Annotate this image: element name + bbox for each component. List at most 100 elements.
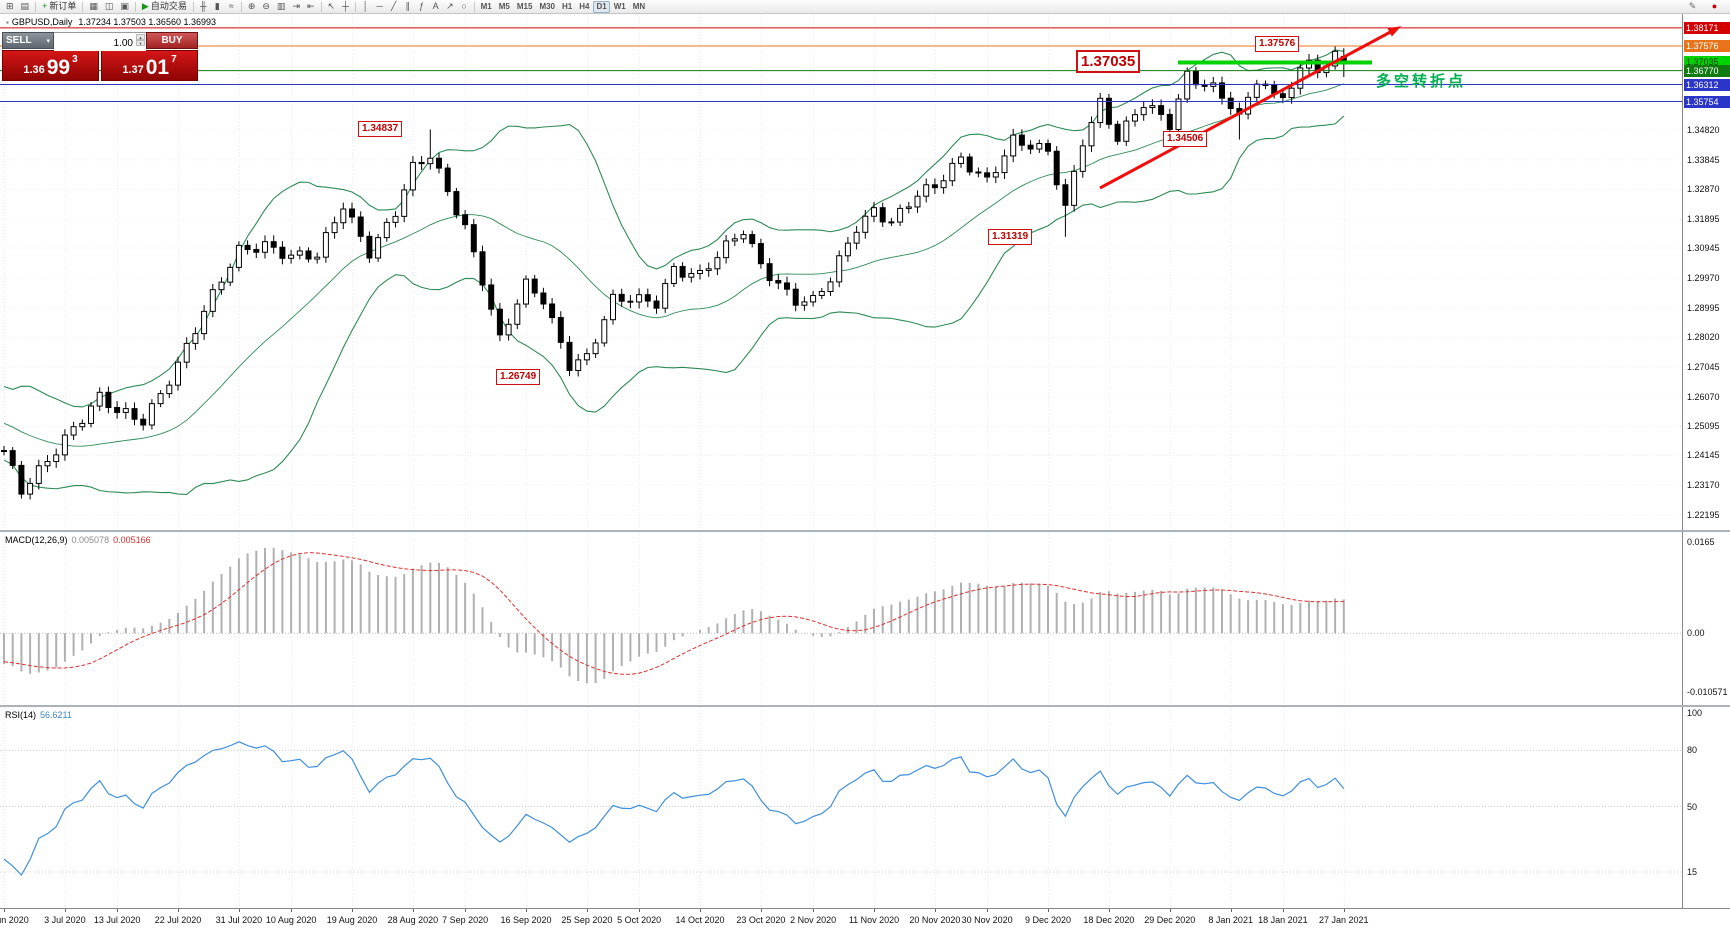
data-window-button[interactable]: ◫ bbox=[102, 1, 117, 13]
date-label: 24 Jun 2020 bbox=[0, 915, 29, 925]
navigator-button[interactable]: ▣ bbox=[117, 1, 132, 13]
chart-candles-button[interactable]: ▮ bbox=[211, 1, 224, 13]
date-tick bbox=[465, 909, 467, 912]
market-watch-icon: ▦ bbox=[89, 1, 98, 11]
chart-title: ▪ GBPUSD,Daily 1.37234 1.37503 1.36560 1.3… bbox=[6, 17, 216, 27]
zoom-in-icon: ⊕ bbox=[247, 1, 256, 11]
profiles-button[interactable]: ▤ bbox=[18, 1, 33, 13]
price-tag-1.37576: 1.37576 bbox=[1684, 39, 1730, 52]
price-annotation-1.37576[interactable]: 1.37576 bbox=[1255, 36, 1300, 52]
zoom-in-button[interactable]: ⊕ bbox=[245, 1, 259, 13]
fibonacci-icon: ƒ bbox=[419, 1, 425, 11]
trendline-button[interactable]: ╱ bbox=[387, 1, 400, 13]
crosshair-button[interactable]: ┼ bbox=[339, 1, 352, 13]
shapes-tool-button[interactable]: ○ bbox=[458, 1, 471, 13]
timeframe-d1-button[interactable]: D1 bbox=[593, 0, 610, 13]
price-annotation-1.37035[interactable]: 1.37035 bbox=[1076, 50, 1141, 73]
date-axis[interactable]: 24 Jun 2020 3 Jul 2020 13 Jul 2020 22 Jul 2… bbox=[0, 908, 1730, 935]
price-tag-1.35754: 1.35754 bbox=[1684, 95, 1730, 108]
price-annotation-1.34506[interactable]: 1.34506 bbox=[1163, 131, 1208, 147]
chevron-down-icon[interactable]: ▾ bbox=[46, 37, 50, 45]
sell-button[interactable]: SELL ▾ bbox=[2, 32, 54, 49]
buy-price-button[interactable]: 1.37 01 7 bbox=[101, 50, 198, 81]
macd-axis-tick: 0.0165 bbox=[1687, 536, 1715, 547]
zoom-out-button[interactable]: ⊖ bbox=[259, 1, 273, 13]
timeframe-m30-button[interactable]: M30 bbox=[536, 1, 558, 13]
date-label: 30 Nov 2020 bbox=[961, 915, 1013, 925]
date-tick bbox=[352, 909, 353, 912]
date-tick bbox=[4, 909, 5, 912]
panel-splitter[interactable] bbox=[0, 530, 1730, 532]
market-watch-button[interactable]: ▦ bbox=[86, 1, 101, 13]
panel-splitter[interactable] bbox=[0, 705, 1730, 707]
main-chart-canvas[interactable] bbox=[0, 14, 1682, 530]
horizontal-line-button[interactable]: ─ bbox=[373, 1, 386, 13]
chart-line-button[interactable]: ≈ bbox=[225, 1, 238, 13]
auto-trading-button[interactable]: ▶ 自动交易 bbox=[139, 1, 190, 13]
arrows-tool-button[interactable]: ↗ bbox=[443, 1, 457, 13]
new-order-button[interactable]: + 新订单 bbox=[39, 1, 79, 13]
volume-up-icon[interactable]: ▲ bbox=[136, 34, 145, 40]
date-label: 28 Aug 2020 bbox=[387, 915, 439, 925]
toolbar-right: ✎ ● bbox=[1683, 0, 1727, 14]
trendline-icon: ╱ bbox=[390, 1, 397, 11]
timeframe-w1-button[interactable]: W1 bbox=[611, 1, 629, 13]
timeframe-m15-button[interactable]: M15 bbox=[514, 1, 536, 13]
timeframe-mn-button[interactable]: MN bbox=[630, 1, 648, 13]
date-label: 23 Oct 2020 bbox=[736, 915, 786, 925]
price-annotation-1.26749[interactable]: 1.26749 bbox=[496, 369, 541, 385]
price-axis-tick: 1.33845 bbox=[1687, 154, 1720, 165]
tile-windows-button[interactable]: ▥ bbox=[274, 1, 289, 13]
date-label: 14 Oct 2020 bbox=[675, 915, 725, 925]
date-label: 18 Jan 2021 bbox=[1258, 915, 1308, 925]
price-tag-1.36770: 1.36770 bbox=[1684, 64, 1730, 77]
toolbar-separator bbox=[192, 1, 194, 12]
sell-price-small: 1.36 bbox=[23, 64, 45, 76]
timeframe-h1-button[interactable]: H1 bbox=[559, 1, 575, 13]
buy-button[interactable]: BUY bbox=[146, 32, 198, 49]
auto-scroll-button[interactable]: ⇥ bbox=[289, 1, 303, 13]
chart-shift-button[interactable]: ⇤ bbox=[304, 1, 318, 13]
date-label: 7 Sep 2020 bbox=[442, 915, 489, 925]
timeframe-m5-button[interactable]: M5 bbox=[496, 1, 513, 13]
volume-down-icon[interactable]: ▼ bbox=[136, 40, 145, 46]
rsi-axis-tick: 15 bbox=[1687, 866, 1698, 877]
date-label: 20 Nov 2020 bbox=[909, 915, 961, 925]
tile-windows-icon: ▥ bbox=[276, 1, 286, 11]
timeframe-h4-button[interactable]: H4 bbox=[576, 1, 592, 13]
text-tool-button[interactable]: A bbox=[429, 1, 442, 13]
chart-bars-button[interactable]: ╫ bbox=[197, 1, 210, 13]
arrows-tool-icon: ↗ bbox=[446, 1, 454, 11]
date-label: 22 Jul 2020 bbox=[154, 915, 202, 925]
pencil-icon[interactable]: ✎ bbox=[1688, 1, 1697, 11]
date-label: 25 Sep 2020 bbox=[561, 915, 613, 925]
cursor-button[interactable]: ↖ bbox=[325, 1, 339, 13]
date-label: 11 Nov 2020 bbox=[848, 915, 900, 925]
sell-price-button[interactable]: 1.36 99 3 bbox=[2, 50, 99, 81]
symbol-period-label: GBPUSD,Daily bbox=[11, 17, 73, 27]
new-chart-button[interactable]: ⊞ bbox=[3, 1, 17, 13]
annotation-turning-point[interactable]: 多空转折点 bbox=[1376, 73, 1467, 90]
price-axis[interactable]: 1.34820 1.33845 1.32870 1.31895 1.30945 1.299… bbox=[1682, 14, 1730, 908]
price-axis-tick: 1.22195 bbox=[1687, 509, 1720, 520]
buy-price-small: 1.37 bbox=[122, 64, 144, 76]
channel-button[interactable]: ∥ bbox=[401, 1, 414, 13]
chart-icon: ▪ bbox=[6, 18, 9, 27]
rsi-canvas[interactable] bbox=[0, 707, 1682, 908]
cursor-icon: ↖ bbox=[327, 1, 336, 11]
vertical-line-button[interactable]: │ bbox=[359, 1, 372, 13]
profiles-icon: ▤ bbox=[20, 1, 30, 11]
text-tool-icon: A bbox=[432, 1, 439, 11]
vertical-line-icon: │ bbox=[362, 1, 369, 11]
macd-canvas[interactable] bbox=[0, 532, 1682, 705]
volume-input[interactable] bbox=[54, 36, 146, 51]
crosshair-icon: ┼ bbox=[342, 1, 349, 11]
price-annotation-1.34837[interactable]: 1.34837 bbox=[358, 121, 403, 137]
price-axis-tick: 1.25095 bbox=[1687, 421, 1720, 432]
fibonacci-button[interactable]: ƒ bbox=[415, 1, 428, 13]
record-icon[interactable]: ● bbox=[1711, 1, 1718, 11]
price-annotation-1.31319[interactable]: 1.31319 bbox=[988, 229, 1033, 245]
timeframe-m1-button[interactable]: M1 bbox=[478, 1, 495, 13]
date-tick bbox=[1108, 909, 1110, 912]
date-label: 8 Jan 2021 bbox=[1208, 915, 1253, 925]
